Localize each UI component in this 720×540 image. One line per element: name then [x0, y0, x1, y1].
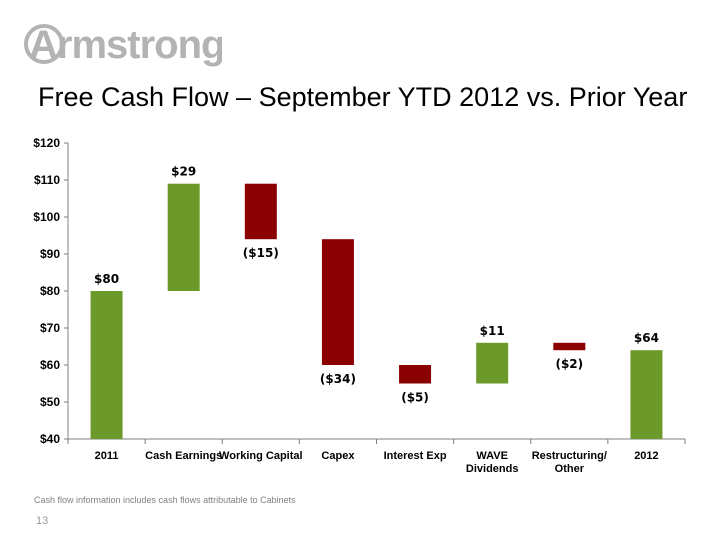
data-label: ($34): [320, 372, 356, 386]
category-label: Interest Exp: [384, 450, 447, 462]
y-tick-label: $70: [40, 321, 60, 335]
data-label: $11: [480, 324, 505, 338]
category-label: Capex: [321, 450, 355, 462]
category-label: Working Capital: [219, 450, 303, 462]
data-label: $80: [94, 272, 119, 286]
footnote: Cash flow information includes cash flow…: [34, 495, 296, 505]
logo-a-ring: [24, 24, 64, 64]
bar: [167, 183, 200, 291]
category-label: Restructuring/Other: [532, 450, 607, 475]
bar: [90, 291, 123, 439]
category-label-line: Capex: [321, 450, 355, 462]
category-label-line: Working Capital: [219, 450, 303, 462]
category-label-line: Other: [555, 463, 585, 475]
bar: [553, 342, 586, 351]
page-number: 13: [36, 515, 49, 527]
y-tick-label: $110: [34, 173, 60, 187]
category-label-line: 2011: [95, 450, 119, 462]
y-tick-label: $80: [40, 284, 60, 298]
slide-title: Free Cash Flow – September YTD 2012 vs. …: [38, 82, 688, 112]
data-label: ($2): [555, 357, 583, 371]
category-label-line: Dividends: [466, 463, 519, 475]
y-tick-label: $40: [40, 432, 60, 446]
bar: [399, 365, 432, 384]
data-label: $64: [634, 331, 659, 345]
bar: [321, 239, 354, 365]
category-label: WAVE Dividends: [466, 450, 519, 475]
data-label: ($5): [401, 391, 429, 405]
category-label-line: 2012: [634, 450, 658, 462]
category-label: Cash Earnings: [145, 450, 222, 462]
category-label: 2012: [634, 450, 658, 462]
bar: [244, 183, 277, 240]
category-label-line: Restructuring/: [532, 450, 607, 462]
armstrong-logo: Armstrong: [24, 23, 222, 67]
y-tick-label: $120: [33, 136, 60, 150]
category-label-line: WAVE: [476, 450, 508, 462]
y-tick-label: $50: [40, 395, 60, 409]
y-tick-label: $90: [40, 247, 60, 261]
waterfall-chart: $40 $50 $60 $70 $80 $90 $100 $110 $120 $80 2011 $29…: [33, 136, 686, 475]
y-tick-label: $100: [33, 210, 60, 224]
category-label: 2011: [95, 450, 119, 462]
category-label-line: Interest Exp: [384, 450, 447, 462]
bar: [630, 350, 663, 439]
data-label: $29: [171, 165, 196, 179]
logo-text: Armstrong: [29, 23, 222, 67]
bar: [476, 342, 509, 384]
data-label: ($15): [243, 246, 279, 260]
category-label-line: Cash Earnings: [145, 450, 222, 462]
y-tick-label: $60: [40, 358, 60, 372]
